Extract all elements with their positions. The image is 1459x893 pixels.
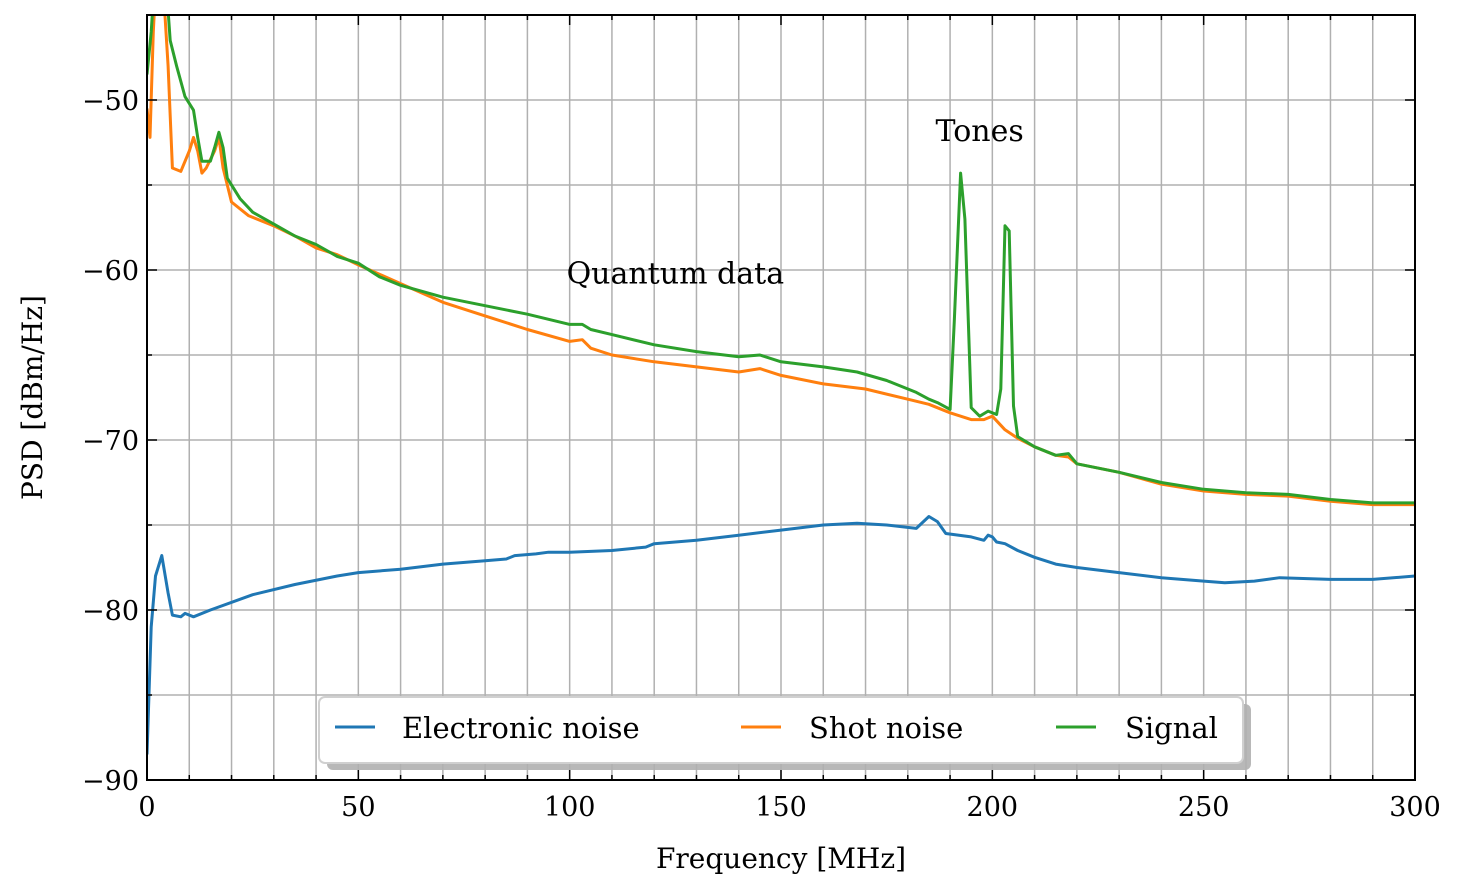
series-line-shot-noise [147,15,1415,507]
x-tick-label: 100 [544,792,596,823]
series-line-signal [147,15,1415,505]
y-axis-label: PSD [dBm/Hz] [16,295,49,500]
series-lines [147,15,1415,755]
annotation-tones: Tones [936,114,1024,149]
x-tick-label: 300 [1389,792,1441,823]
annotation-quantum-data: Quantum data [567,257,785,292]
series-line-electronic-noise [147,515,1415,755]
grid [146,14,1416,781]
legend-label-shot-noise: Shot noise [809,711,963,745]
y-tick-label: −70 [82,426,139,457]
legend: Electronic noise Shot noise Signal [318,696,1251,770]
y-tick-label: −90 [82,766,139,797]
x-tick-label: 250 [1178,792,1230,823]
axis-ticks [146,14,1416,781]
x-tick-label: 150 [755,792,807,823]
y-tick-label: −60 [82,256,139,287]
legend-box [318,696,1244,764]
tick-labels: 0 50 100 150 200 250 300 −90 −80 −70 −60 −50 [82,86,1441,823]
x-tick-label: 0 [138,792,155,823]
legend-label-electronic-noise: Electronic noise [402,711,640,745]
y-tick-label: −50 [82,86,139,117]
x-axis-label: Frequency [MHz] [656,842,906,875]
y-tick-label: −80 [82,596,139,627]
legend-label-signal: Signal [1125,711,1218,745]
x-tick-label: 50 [341,792,375,823]
x-tick-label: 200 [967,792,1019,823]
